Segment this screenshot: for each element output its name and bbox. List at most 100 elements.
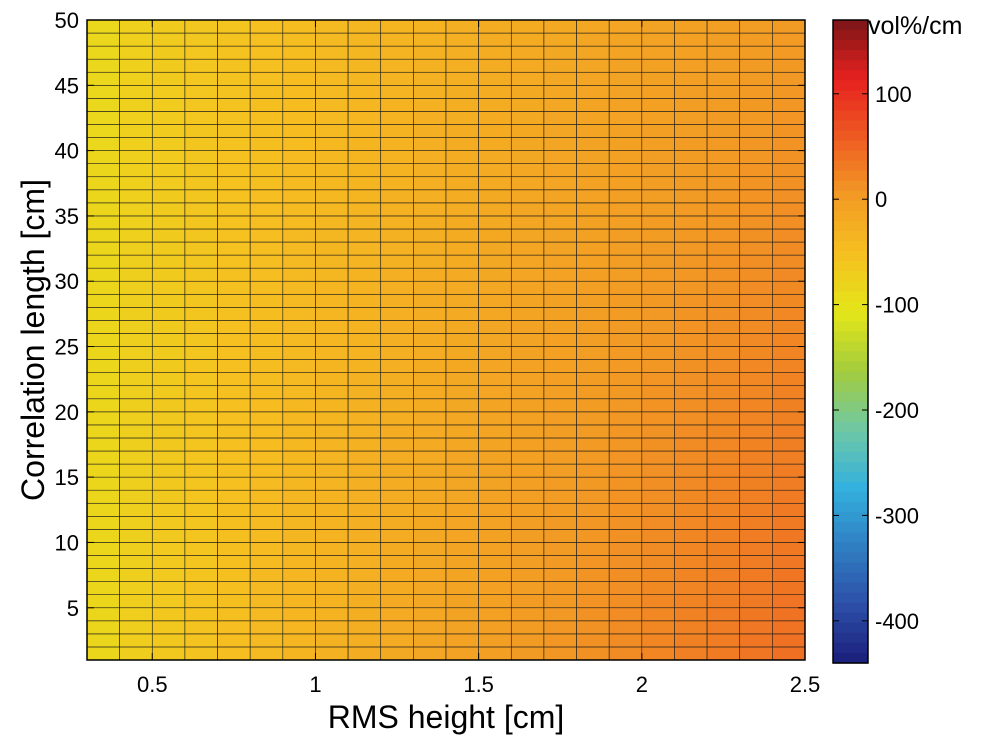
heatmap-cell (249, 594, 284, 609)
colorbar-label: vol%/cm (868, 12, 962, 40)
heatmap-cell (674, 633, 708, 648)
colorbar-segment (833, 271, 868, 282)
heatmap-cell (674, 333, 708, 347)
heatmap-cell (119, 607, 153, 622)
heatmap-cell (347, 45, 382, 60)
heatmap-cell (576, 516, 610, 530)
heatmap-cell (510, 45, 545, 60)
colorbar-segment (833, 100, 868, 112)
heatmap-cell (772, 581, 806, 595)
heatmap-cell (347, 463, 382, 478)
heatmap-cell (315, 293, 349, 308)
heatmap-cell (347, 19, 382, 34)
heatmap-cell (543, 98, 577, 112)
colorbar-segment (833, 180, 868, 192)
heatmap-cell (674, 594, 708, 609)
heatmap-cell (543, 254, 577, 269)
heatmap-cell (478, 307, 512, 321)
heatmap-cell (86, 228, 120, 243)
heatmap-cell (608, 267, 643, 282)
heatmap-cell (282, 529, 316, 543)
heatmap-cell (576, 19, 610, 34)
colorbar-segment (833, 50, 868, 61)
heatmap-cell (151, 359, 186, 373)
colorbar-segment (833, 120, 868, 132)
heatmap-cell (674, 98, 708, 112)
heatmap-cell (86, 85, 120, 99)
heatmap-cell (282, 189, 316, 204)
heatmap-cell (608, 293, 643, 308)
colorbar-segment (833, 512, 868, 523)
heatmap-cell (151, 398, 186, 413)
colorbar-segment (833, 592, 868, 604)
heatmap-cell (772, 372, 806, 387)
heatmap-cell (576, 280, 610, 295)
heatmap-cell (674, 385, 708, 400)
heatmap-cell (576, 463, 610, 478)
heatmap-cell (119, 385, 153, 400)
heatmap-cell (478, 45, 512, 60)
heatmap-cell (576, 555, 610, 569)
heatmap-cell (608, 320, 643, 334)
heatmap-cell (249, 293, 284, 308)
heatmap-cell (674, 437, 708, 452)
heatmap-cell (608, 372, 643, 387)
heatmap-cell (380, 98, 414, 112)
heatmap-cell (380, 320, 414, 334)
heatmap-cell (772, 137, 806, 151)
heatmap-cell (706, 163, 741, 178)
heatmap-cell (641, 594, 675, 609)
heatmap-cell (347, 228, 382, 243)
colorbar-segment (833, 431, 868, 443)
heatmap-cell (674, 124, 708, 138)
heatmap-cell (86, 58, 120, 73)
x-tick-label: 1 (309, 672, 321, 697)
heatmap-cell (86, 280, 120, 295)
y-tick-label: 20 (55, 400, 79, 425)
heatmap-cell (315, 189, 349, 204)
colorbar-segment (833, 60, 868, 71)
heatmap-cell (347, 529, 382, 543)
heatmap-cell (576, 437, 610, 452)
heatmap-cell (413, 385, 447, 400)
heatmap-cell (576, 633, 610, 648)
heatmap-cell (706, 320, 741, 334)
heatmap-cell (249, 333, 284, 347)
heatmap-cell (706, 607, 741, 622)
heatmap-cell (380, 489, 414, 504)
heatmap-cell (315, 176, 349, 191)
heatmap-cell (543, 19, 577, 34)
heatmap-cell (184, 98, 218, 112)
heatmap-cell (282, 320, 316, 334)
heatmap-cell (739, 111, 773, 125)
heatmap-cell (315, 359, 349, 373)
heatmap-cell (674, 502, 708, 517)
colorbar-tick-label: -400 (875, 609, 919, 634)
heatmap-cell (543, 450, 577, 465)
colorbar-segment (833, 562, 868, 574)
heatmap-cell (315, 32, 349, 47)
heatmap-cell (445, 450, 479, 465)
heatmap-cell (478, 372, 512, 387)
heatmap-cell (282, 555, 316, 569)
heatmap-cell (413, 411, 447, 426)
heatmap-cell (119, 516, 153, 530)
colorbar-segment (833, 522, 868, 533)
heatmap-cell (347, 633, 382, 648)
heatmap-cell (543, 607, 577, 622)
heatmap-cell (641, 516, 675, 530)
heatmap-cell (510, 241, 545, 256)
heatmap-cell (347, 137, 382, 151)
heatmap-cell (445, 372, 479, 387)
heatmap-cell (706, 489, 741, 504)
heatmap-cell (608, 32, 643, 47)
heatmap-cell (347, 111, 382, 125)
heatmap-cell (249, 202, 284, 217)
heatmap-cell (641, 19, 675, 34)
heatmap-cell (641, 85, 675, 99)
heatmap-cell (347, 32, 382, 47)
heatmap-cell (151, 176, 186, 191)
heatmap-cell (510, 189, 545, 204)
heatmap-cell (347, 555, 382, 569)
